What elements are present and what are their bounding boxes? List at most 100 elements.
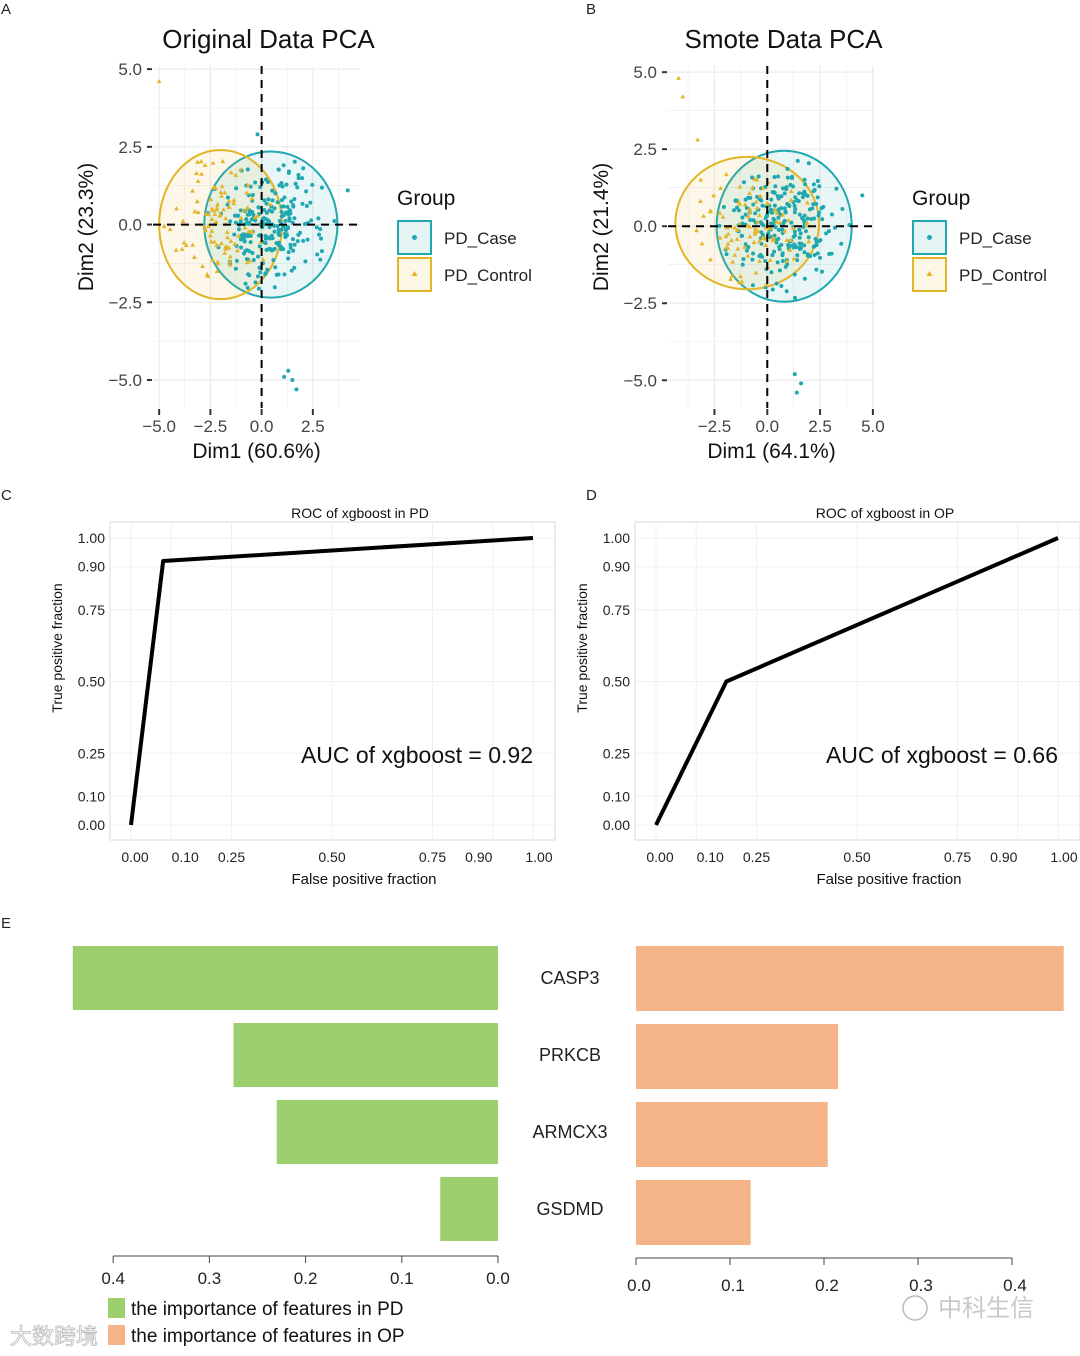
- data-point: [286, 368, 291, 373]
- data-point: [263, 272, 268, 277]
- data-point: [732, 252, 738, 257]
- y-tick-label: 2.5: [633, 140, 657, 159]
- data-point: [209, 228, 215, 233]
- x-tick-label: 0.25: [743, 849, 770, 865]
- data-point: [772, 203, 777, 208]
- data-point: [699, 241, 705, 246]
- data-point: [215, 201, 220, 207]
- data-point: [207, 233, 213, 238]
- data-point: [256, 205, 261, 210]
- data-point: [860, 193, 865, 198]
- data-point: [233, 266, 238, 271]
- data-point: [245, 285, 250, 290]
- data-point: [732, 225, 738, 230]
- data-point: [756, 174, 761, 179]
- data-point: [780, 212, 786, 217]
- data-point: [292, 242, 297, 247]
- legend-label: PD_Case: [444, 229, 517, 248]
- data-point: [247, 249, 252, 254]
- data-point: [267, 236, 272, 241]
- y-tick-label: 2.5: [118, 138, 142, 157]
- data-point: [797, 191, 802, 196]
- data-point: [220, 158, 226, 164]
- data-point: [795, 258, 800, 263]
- x-tick-label: 5.0: [861, 417, 885, 436]
- legend-label: the importance of features in PD: [131, 1299, 403, 1320]
- data-point: [267, 225, 272, 230]
- data-point: [812, 252, 817, 257]
- data-point: [737, 201, 743, 206]
- data-point: [319, 249, 324, 254]
- data-point: [786, 243, 791, 248]
- data-point: [251, 258, 256, 263]
- panel-label: A: [1, 1, 11, 18]
- data-point: [750, 185, 755, 190]
- data-point: [840, 207, 845, 212]
- data-point: [288, 242, 293, 247]
- data-point: [213, 185, 219, 191]
- data-point: [238, 215, 244, 220]
- data-point: [223, 215, 229, 221]
- data-point: [239, 237, 244, 242]
- data-point: [198, 159, 204, 164]
- data-point: [751, 251, 756, 256]
- data-point: [235, 248, 240, 253]
- data-point: [255, 132, 260, 137]
- data-point: [782, 191, 787, 196]
- data-point: [314, 225, 319, 230]
- data-point: [263, 236, 268, 241]
- data-point: [780, 259, 785, 264]
- data-point: [826, 229, 831, 234]
- data-point: [780, 251, 785, 256]
- panel-label: C: [1, 487, 12, 504]
- data-point: [729, 237, 734, 243]
- data-point: [210, 160, 216, 165]
- data-point: [180, 218, 186, 223]
- data-point: [735, 246, 741, 251]
- y-axis-label: Dim2 (21.4%): [590, 163, 613, 291]
- data-point: [786, 202, 791, 207]
- data-point: [792, 372, 797, 377]
- data-point: [769, 221, 774, 226]
- data-point: [708, 257, 713, 262]
- data-point: [284, 182, 289, 187]
- data-point: [212, 211, 218, 216]
- data-point: [747, 224, 752, 229]
- data-point: [834, 186, 839, 191]
- data-point: [769, 197, 774, 202]
- data-point: [245, 182, 251, 187]
- y-tick-label: 0.50: [603, 674, 630, 690]
- data-point: [295, 185, 300, 190]
- data-point: [217, 213, 223, 218]
- data-point: [263, 177, 268, 182]
- data-point: [785, 262, 790, 267]
- x-tick-label: −2.5: [698, 417, 732, 436]
- data-point: [732, 208, 737, 213]
- data-point: [253, 180, 258, 185]
- data-point: [742, 202, 748, 207]
- data-point: [256, 286, 261, 291]
- data-point: [785, 166, 790, 171]
- data-point: [235, 213, 240, 218]
- data-point: [183, 242, 189, 247]
- data-point: [814, 267, 819, 272]
- data-point: [252, 214, 258, 220]
- data-point: [772, 207, 778, 212]
- data-point: [839, 241, 844, 246]
- data-point: [711, 193, 717, 198]
- legend-title: Group: [397, 187, 455, 210]
- data-point: [281, 163, 286, 168]
- data-point: [225, 195, 230, 200]
- data-point: [179, 246, 185, 251]
- legend-circle-icon: [927, 235, 932, 240]
- gene-label: GSDMD: [537, 1199, 604, 1219]
- data-point: [288, 245, 293, 250]
- data-point: [246, 229, 252, 234]
- data-point: [214, 207, 220, 212]
- data-point: [728, 276, 734, 281]
- data-point: [757, 258, 763, 263]
- data-point: [792, 229, 797, 234]
- data-point: [745, 223, 751, 228]
- data-point: [156, 78, 162, 84]
- y-axis-label: True positive fraction: [574, 583, 590, 712]
